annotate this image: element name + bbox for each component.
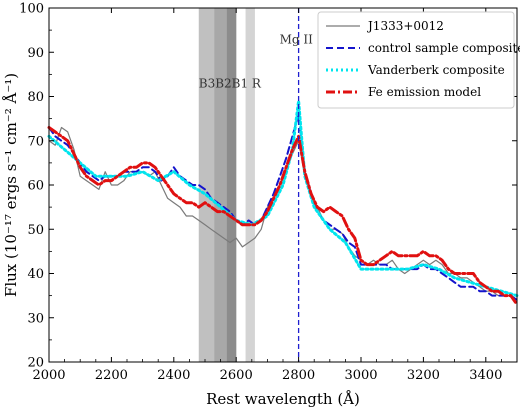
band-r bbox=[245, 8, 255, 362]
y-tick-label: 20 bbox=[27, 356, 44, 371]
x-axis-ticks: 2000 2200 2400 2600 2800 3000 3200 3400 bbox=[32, 8, 518, 383]
series-lines bbox=[47, 99, 519, 306]
y-tick-label: 50 bbox=[27, 223, 44, 238]
legend-items: J1333+0012 control sample composite Vander… bbox=[326, 19, 520, 99]
y-tick-label: 90 bbox=[27, 46, 44, 61]
x-tick-label: 3000 bbox=[344, 368, 377, 383]
y-tick-label: 40 bbox=[27, 267, 44, 282]
wavelength-bands bbox=[198, 8, 255, 362]
legend-label-control-sample-composite: control sample composite bbox=[368, 41, 520, 55]
band-labels: B3B2B1 R bbox=[199, 77, 262, 91]
x-axis-label: Rest wavelength (Å) bbox=[206, 390, 360, 408]
x-tick-label: 2400 bbox=[157, 368, 190, 383]
x-tick-label: 2200 bbox=[95, 368, 128, 383]
legend-box bbox=[317, 11, 515, 109]
series-control-sample-composite bbox=[48, 113, 518, 302]
y-tick-label: 80 bbox=[27, 90, 44, 105]
y-tick-label: 60 bbox=[27, 179, 44, 194]
y-tick-label: 100 bbox=[19, 2, 44, 17]
x-tick-label: 2800 bbox=[282, 368, 315, 383]
legend-label-j1333-0012: J1333+0012 bbox=[366, 19, 444, 33]
y-tick-label: 70 bbox=[27, 134, 44, 149]
series-fe-emission-model bbox=[47, 126, 519, 306]
legend: J1333+0012 control sample composite Vander… bbox=[317, 11, 520, 109]
x-tick-label: 3200 bbox=[407, 368, 440, 383]
x-tick-label: 3400 bbox=[469, 368, 502, 383]
mg-ii-label: Mg II bbox=[280, 32, 314, 46]
y-axis-ticks: 20 30 40 50 60 70 80 90 100 bbox=[19, 2, 517, 371]
x-tick-label: 2000 bbox=[32, 368, 65, 383]
legend-label-fe-emission-model: Fe emission model bbox=[368, 85, 481, 99]
band-b1 bbox=[226, 8, 237, 362]
y-axis-label: Flux (10⁻¹⁷ ergs s⁻¹ cm⁻² Å⁻¹) bbox=[2, 73, 20, 297]
y-tick-label: 30 bbox=[27, 311, 44, 326]
x-tick-label: 2600 bbox=[220, 368, 253, 383]
legend-label-vanderberk-composite: Vanderberk composite bbox=[367, 63, 505, 77]
